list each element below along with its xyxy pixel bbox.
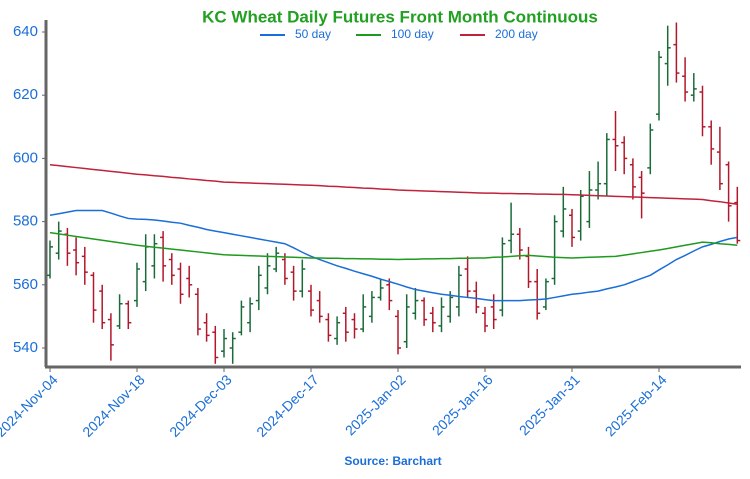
moving-average-line (49, 231, 738, 261)
moving-average-line (49, 163, 738, 205)
x-tick-label: 2024-Nov-04 (0, 371, 61, 440)
y-tick-label: 620 (13, 86, 38, 103)
x-tick-label: 2025-Jan-31 (516, 371, 583, 438)
y-tick-label: 600 (13, 149, 38, 166)
x-tick-label: 2024-Nov-18 (79, 371, 148, 440)
x-tick-label: 2024-Dec-03 (166, 371, 235, 440)
moving-average-line (49, 209, 738, 302)
y-tick-label: 640 (13, 23, 38, 40)
x-tick-label: 2024-Dec-17 (253, 371, 322, 440)
x-tick-label: 2025-Jan-02 (342, 371, 409, 438)
x-tick-label: 2025-Feb-14 (602, 371, 670, 439)
x-tick-label: 2025-Jan-16 (429, 371, 496, 438)
y-tick-label: 580 (13, 213, 38, 230)
legend-label: 200 day (495, 27, 538, 41)
legend-label: 50 day (295, 27, 331, 41)
source: Source: Barchart (344, 454, 441, 468)
legend-label: 100 day (391, 27, 434, 41)
y-tick-label: 540 (13, 339, 38, 356)
y-tick-label: 560 (13, 276, 38, 293)
chart-title: KC Wheat Daily Futures Front Month Conti… (202, 7, 598, 26)
